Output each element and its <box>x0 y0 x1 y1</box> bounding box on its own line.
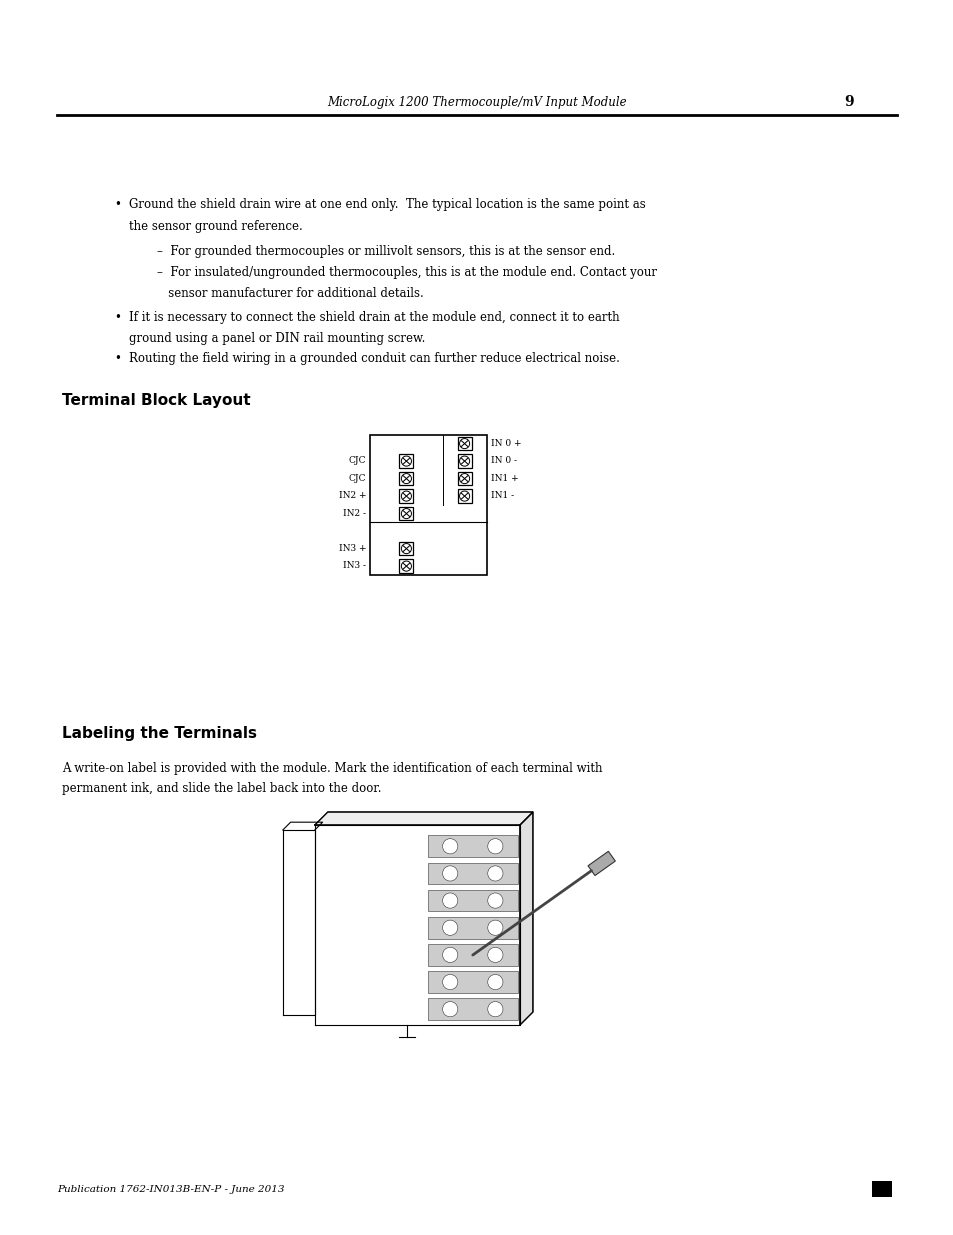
Text: ground using a panel or DIN rail mounting screw.: ground using a panel or DIN rail mountin… <box>129 332 425 346</box>
Bar <box>399 489 413 503</box>
Text: •: • <box>114 311 121 325</box>
Bar <box>457 472 471 485</box>
Text: If it is necessary to connect the shield drain at the module end, connect it to : If it is necessary to connect the shield… <box>129 311 618 325</box>
Text: Terminal Block Layout: Terminal Block Layout <box>62 393 251 408</box>
Text: CJC: CJC <box>348 474 366 483</box>
Text: Routing the field wiring in a grounded conduit can further reduce electrical noi: Routing the field wiring in a grounded c… <box>129 352 619 366</box>
Text: IN1 -: IN1 - <box>490 492 513 500</box>
Circle shape <box>487 920 502 935</box>
Text: the sensor ground reference.: the sensor ground reference. <box>129 220 302 233</box>
Circle shape <box>442 839 457 853</box>
Circle shape <box>401 473 411 484</box>
Text: IN2 -: IN2 - <box>343 509 366 517</box>
Bar <box>399 506 413 520</box>
Text: –  For insulated/ungrounded thermocouples, this is at the module end. Contact yo: – For insulated/ungrounded thermocouples… <box>157 266 657 279</box>
Bar <box>427 944 517 966</box>
Circle shape <box>401 543 411 553</box>
Polygon shape <box>587 851 615 876</box>
Text: IN 0 +: IN 0 + <box>490 438 520 448</box>
Bar <box>427 998 517 1020</box>
Circle shape <box>401 492 411 501</box>
Text: •: • <box>114 198 121 211</box>
Bar <box>427 916 517 939</box>
Circle shape <box>487 947 502 962</box>
Text: IN1 +: IN1 + <box>490 474 517 483</box>
Polygon shape <box>314 811 533 825</box>
Text: IN 0 -: IN 0 - <box>490 457 516 466</box>
Circle shape <box>401 509 411 519</box>
Text: MicroLogix 1200 Thermocouple/mV Input Module: MicroLogix 1200 Thermocouple/mV Input Mo… <box>327 95 626 109</box>
Circle shape <box>442 947 457 962</box>
Text: Ground the shield drain wire at one end only.  The typical location is the same : Ground the shield drain wire at one end … <box>129 198 645 211</box>
Circle shape <box>459 438 469 448</box>
Bar <box>399 454 413 468</box>
Circle shape <box>442 974 457 989</box>
Bar <box>427 862 517 884</box>
Polygon shape <box>519 811 533 1025</box>
Bar <box>399 542 413 555</box>
Bar <box>457 437 471 450</box>
Circle shape <box>487 839 502 853</box>
Bar <box>871 1182 891 1197</box>
Text: sensor manufacturer for additional details.: sensor manufacturer for additional detai… <box>157 287 424 300</box>
Text: IN2 +: IN2 + <box>338 492 366 500</box>
Text: 9: 9 <box>843 95 853 109</box>
Text: IN3 +: IN3 + <box>338 543 366 553</box>
Circle shape <box>442 920 457 935</box>
Circle shape <box>442 866 457 881</box>
Circle shape <box>487 866 502 881</box>
Circle shape <box>459 492 469 501</box>
Bar <box>427 889 517 911</box>
Text: permanent ink, and slide the label back into the door.: permanent ink, and slide the label back … <box>62 782 381 795</box>
Bar <box>457 489 471 503</box>
Text: Publication 1762-IN013B-EN-P - June 2013: Publication 1762-IN013B-EN-P - June 2013 <box>57 1184 284 1194</box>
Circle shape <box>401 456 411 466</box>
Text: CJC: CJC <box>348 457 366 466</box>
Circle shape <box>487 893 502 908</box>
Text: A write-on label is provided with the module. Mark the identification of each te: A write-on label is provided with the mo… <box>62 762 602 776</box>
Circle shape <box>487 974 502 989</box>
Text: Labeling the Terminals: Labeling the Terminals <box>62 726 256 741</box>
Circle shape <box>442 1002 457 1016</box>
Bar <box>427 835 517 857</box>
Circle shape <box>459 456 469 466</box>
Text: –  For grounded thermocouples or millivolt sensors, this is at the sensor end.: – For grounded thermocouples or millivol… <box>157 245 615 258</box>
Circle shape <box>459 473 469 484</box>
Bar <box>399 559 413 573</box>
Bar <box>427 971 517 993</box>
Circle shape <box>401 561 411 571</box>
Bar <box>399 472 413 485</box>
Circle shape <box>487 1002 502 1016</box>
Bar <box>370 435 486 574</box>
Text: IN3 -: IN3 - <box>343 562 366 571</box>
Text: •: • <box>114 352 121 366</box>
Bar <box>457 454 471 468</box>
Circle shape <box>442 893 457 908</box>
